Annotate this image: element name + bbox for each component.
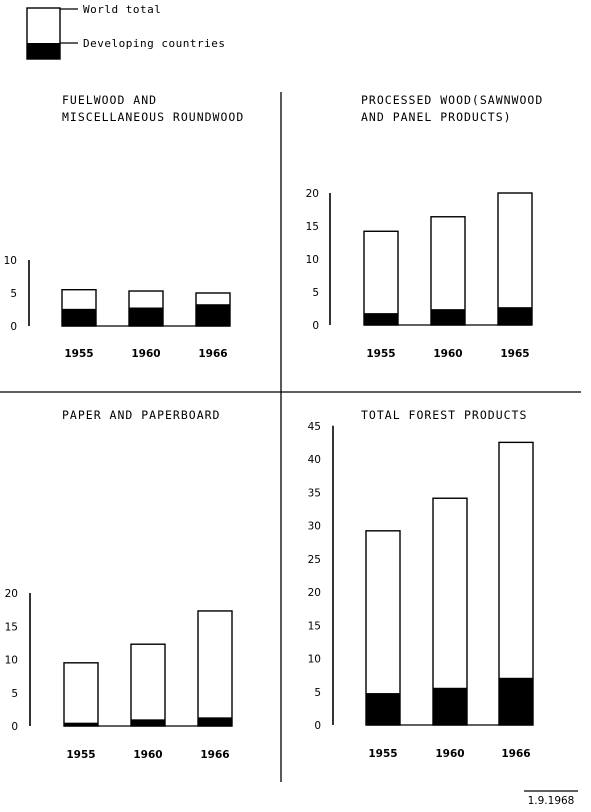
y-tick-label: 0 xyxy=(312,320,319,332)
x-category-label: 1966 xyxy=(501,748,530,760)
panel-fuelwood: FUELWOOD AND MISCELLANEOUS ROUNDWOOD 0 5 10 1… xyxy=(4,93,244,360)
y-tick-label: 45 xyxy=(308,421,321,433)
x-category-label: 1960 xyxy=(131,348,160,360)
bar-developing-countries xyxy=(129,307,163,326)
y-tick-label: 15 xyxy=(308,620,321,632)
y-tick-label: 25 xyxy=(308,554,321,566)
panel-title-line: PAPER AND PAPERBOARD xyxy=(62,408,220,422)
panel-title-line: TOTAL FOREST PRODUCTS xyxy=(361,408,527,422)
x-category-label: 1955 xyxy=(368,748,397,760)
y-tick-label: 15 xyxy=(5,621,18,633)
x-category-label: 1960 xyxy=(433,348,462,360)
y-tick-label: 35 xyxy=(308,487,321,499)
bar-developing-countries xyxy=(196,304,230,326)
panel-title-line: MISCELLANEOUS ROUNDWOOD xyxy=(62,110,244,124)
bar-world-total xyxy=(430,216,466,326)
bar-world-total xyxy=(197,610,233,727)
y-tick-label: 15 xyxy=(306,221,319,233)
x-category-label: 1955 xyxy=(64,348,93,360)
y-tick-label: 10 xyxy=(306,254,319,266)
y-tick-label: 5 xyxy=(10,288,17,300)
legend-world-total-label: World total xyxy=(83,3,161,16)
panel-processed-wood: PROCESSED WOOD(SAWNWOOD AND PANEL PRODUCT… xyxy=(306,93,543,360)
panel-title-line: AND PANEL PRODUCTS) xyxy=(361,110,512,124)
bar-developing-countries xyxy=(364,313,398,325)
y-tick-label: 10 xyxy=(308,654,321,666)
bar-developing-countries xyxy=(499,677,533,725)
bar-world-total xyxy=(130,643,166,727)
legend-developing-swatch xyxy=(27,43,60,59)
legend: World total Developing countries xyxy=(26,3,225,60)
bar-developing-countries xyxy=(198,717,232,726)
bar-developing-countries xyxy=(62,308,96,326)
bar-developing-countries xyxy=(131,719,165,726)
panel-total-forest-products: TOTAL FOREST PRODUCTS 0 5 10 15 20 25 30 35 40 45 1… xyxy=(308,408,534,760)
bar-world-total xyxy=(63,662,99,727)
legend-developing-label: Developing countries xyxy=(83,37,225,50)
y-tick-label: 5 xyxy=(11,688,18,700)
footer-date: 1.9.1968 xyxy=(528,795,575,807)
bar-developing-countries xyxy=(433,687,467,725)
bar-world-total xyxy=(363,230,399,326)
y-tick-label: 40 xyxy=(308,454,321,466)
y-tick-label: 20 xyxy=(306,188,319,200)
x-category-label: 1955 xyxy=(366,348,395,360)
y-tick-label: 5 xyxy=(314,687,321,699)
y-tick-label: 0 xyxy=(314,720,321,732)
y-tick-label: 10 xyxy=(5,655,18,667)
y-tick-label: 20 xyxy=(308,587,321,599)
panel-title-line: FUELWOOD AND xyxy=(62,93,157,107)
y-tick-label: 5 xyxy=(312,287,319,299)
bar-developing-countries xyxy=(431,309,465,325)
x-category-label: 1960 xyxy=(133,749,162,761)
y-tick-label: 30 xyxy=(308,521,321,533)
y-tick-label: 10 xyxy=(4,255,17,267)
bar-developing-countries xyxy=(366,693,400,725)
y-tick-label: 20 xyxy=(5,588,18,600)
x-category-label: 1966 xyxy=(198,348,227,360)
x-category-label: 1960 xyxy=(435,748,464,760)
x-category-label: 1965 xyxy=(500,348,529,360)
bar-developing-countries xyxy=(498,307,532,325)
panel-paper: PAPER AND PAPERBOARD 0 5 10 15 20 1955 1960 1966 xyxy=(5,408,233,761)
y-tick-label: 0 xyxy=(10,321,17,333)
y-tick-label: 0 xyxy=(11,721,18,733)
bar-world-total xyxy=(497,192,533,326)
x-category-label: 1955 xyxy=(66,749,95,761)
bar-developing-countries xyxy=(64,722,98,726)
x-category-label: 1966 xyxy=(200,749,229,761)
panel-title-line: PROCESSED WOOD(SAWNWOOD xyxy=(361,93,543,107)
